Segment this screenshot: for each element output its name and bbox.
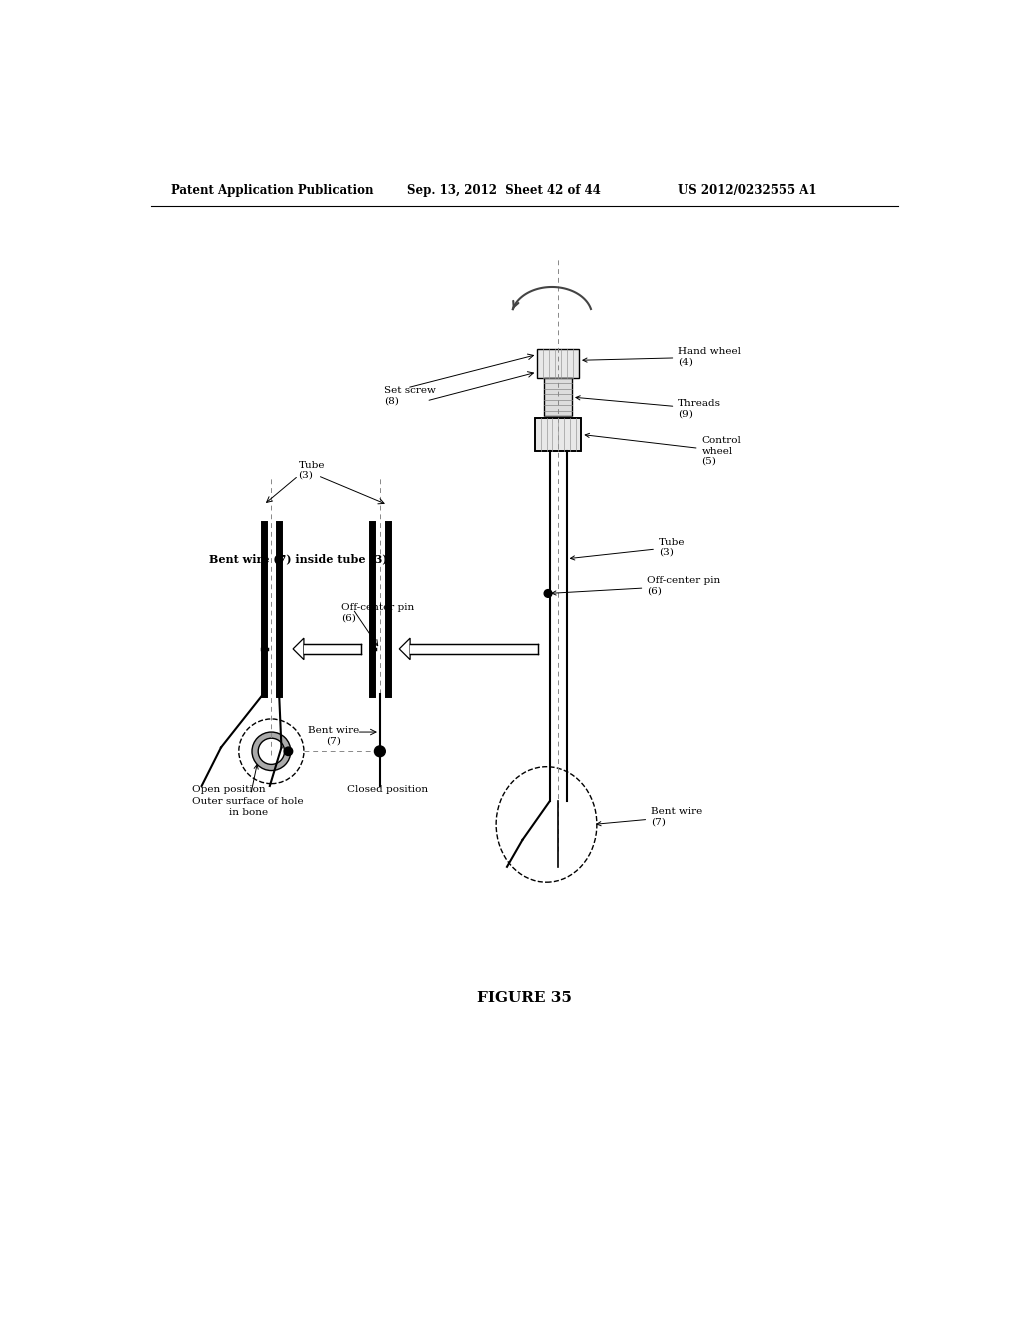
Text: Closed position: Closed position bbox=[347, 785, 428, 795]
FancyBboxPatch shape bbox=[538, 348, 579, 378]
Text: Control
wheel
(5): Control wheel (5) bbox=[585, 433, 741, 466]
Circle shape bbox=[252, 733, 291, 771]
Text: FIGURE 35: FIGURE 35 bbox=[477, 991, 572, 1005]
Text: Tube
(3): Tube (3) bbox=[299, 461, 325, 480]
FancyBboxPatch shape bbox=[544, 378, 572, 416]
Text: Tube
(3): Tube (3) bbox=[570, 537, 685, 560]
Text: Patent Application Publication: Patent Application Publication bbox=[171, 185, 373, 197]
Text: Off-center pin
(6): Off-center pin (6) bbox=[341, 603, 415, 623]
Text: Threads
(9): Threads (9) bbox=[575, 396, 721, 418]
Text: Set screw
(8): Set screw (8) bbox=[384, 385, 435, 405]
Bar bbox=[410, 644, 538, 653]
Text: Hand wheel
(4): Hand wheel (4) bbox=[583, 347, 741, 367]
Circle shape bbox=[544, 590, 552, 597]
Text: Bent wire (7) inside tube (3): Bent wire (7) inside tube (3) bbox=[209, 553, 388, 565]
Text: Open position: Open position bbox=[191, 785, 265, 795]
Text: Outer surface of hole
in bone: Outer surface of hole in bone bbox=[193, 764, 304, 817]
Text: Sep. 13, 2012  Sheet 42 of 44: Sep. 13, 2012 Sheet 42 of 44 bbox=[407, 185, 601, 197]
Text: US 2012/0232555 A1: US 2012/0232555 A1 bbox=[678, 185, 817, 197]
Bar bbox=[304, 644, 360, 653]
Text: Off-center pin
(6): Off-center pin (6) bbox=[552, 576, 721, 595]
Circle shape bbox=[285, 747, 293, 755]
FancyBboxPatch shape bbox=[535, 418, 582, 451]
Circle shape bbox=[258, 738, 285, 764]
Text: Bent wire
(7): Bent wire (7) bbox=[597, 807, 702, 826]
Text: Bent wire
(7): Bent wire (7) bbox=[308, 726, 359, 746]
Circle shape bbox=[375, 746, 385, 756]
Polygon shape bbox=[399, 638, 410, 660]
Polygon shape bbox=[293, 638, 304, 660]
